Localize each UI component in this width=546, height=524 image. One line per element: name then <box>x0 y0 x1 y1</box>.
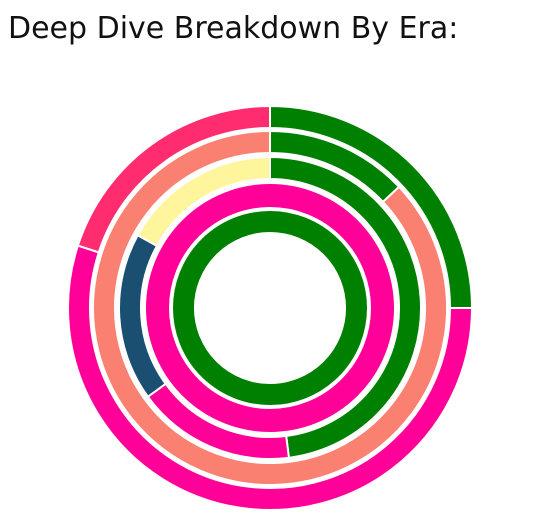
ring-segment <box>92 129 448 486</box>
ring-segment <box>171 208 369 408</box>
ring-segment <box>76 104 271 254</box>
chart-title: Deep Dive Breakdown By Era: <box>8 11 458 46</box>
ring-segment <box>144 181 396 435</box>
ring-segment <box>136 155 271 248</box>
